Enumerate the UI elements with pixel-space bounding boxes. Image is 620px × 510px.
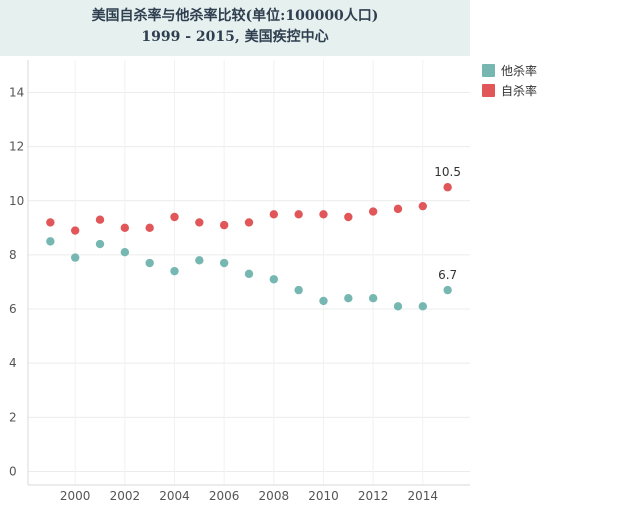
x-tick-label: 2004 (159, 489, 190, 503)
data-point-homicide[interactable] (220, 259, 228, 267)
data-point-suicide[interactable] (46, 218, 54, 226)
data-point-suicide[interactable] (195, 218, 203, 226)
data-point-suicide[interactable] (245, 218, 253, 226)
data-point-homicide[interactable] (71, 253, 79, 261)
data-point-suicide[interactable] (121, 224, 129, 232)
y-tick-label: 12 (9, 140, 24, 154)
data-labels: 6.7 10.5 (434, 165, 461, 282)
data-point-homicide[interactable] (96, 240, 104, 248)
data-point-suicide[interactable] (319, 210, 327, 218)
data-point-homicide[interactable] (344, 294, 352, 302)
y-tick-label: 10 (9, 194, 24, 208)
y-tick-label: 0 (9, 464, 17, 478)
data-point-suicide[interactable] (294, 210, 302, 218)
legend-item-suicide[interactable]: 自杀率 (482, 80, 612, 100)
data-point-homicide[interactable] (245, 270, 253, 278)
axes: 0 2 4 6 8 10 12 14 2000 2002 2004 2006 2008 2010 2012 2… (9, 60, 470, 503)
data-point-homicide[interactable] (46, 237, 54, 245)
x-tick-label: 2008 (259, 489, 290, 503)
y-tick-label: 14 (9, 85, 24, 99)
data-point-suicide[interactable] (394, 205, 402, 213)
data-point-homicide[interactable] (195, 256, 203, 264)
data-point-suicide[interactable] (170, 213, 178, 221)
data-point-suicide[interactable] (220, 221, 228, 229)
legend: 他杀率 自杀率 (482, 60, 612, 100)
data-point-homicide[interactable] (419, 302, 427, 310)
data-point-suicide[interactable] (96, 216, 104, 224)
y-tick-label: 4 (9, 356, 17, 370)
data-point-homicide[interactable] (270, 275, 278, 283)
y-tick-label: 8 (9, 248, 17, 262)
legend-swatch-homicide (482, 64, 495, 77)
legend-item-homicide[interactable]: 他杀率 (482, 60, 612, 80)
x-tick-label: 2014 (408, 489, 439, 503)
legend-swatch-suicide (482, 84, 495, 97)
x-tick-label: 2002 (110, 489, 141, 503)
data-point-suicide[interactable] (270, 210, 278, 218)
data-point-suicide[interactable] (145, 224, 153, 232)
data-label-suicide: 10.5 (434, 165, 461, 179)
data-point-suicide[interactable] (369, 207, 377, 215)
data-point-suicide[interactable] (344, 213, 352, 221)
x-tick-label: 2000 (60, 489, 91, 503)
data-point-suicide[interactable] (71, 226, 79, 234)
data-point-homicide[interactable] (294, 286, 302, 294)
data-point-homicide[interactable] (145, 259, 153, 267)
x-tick-label: 2012 (358, 489, 389, 503)
data-point-homicide[interactable] (319, 297, 327, 305)
data-point-homicide[interactable] (443, 286, 451, 294)
x-tick-label: 2010 (308, 489, 339, 503)
legend-label-homicide: 他杀率 (501, 62, 537, 79)
x-tick-label: 2006 (209, 489, 240, 503)
legend-label-suicide: 自杀率 (501, 82, 537, 99)
data-point-homicide[interactable] (121, 248, 129, 256)
data-point-homicide[interactable] (394, 302, 402, 310)
data-point-suicide[interactable] (443, 183, 451, 191)
y-tick-label: 6 (9, 302, 17, 316)
data-point-homicide[interactable] (369, 294, 377, 302)
data-label-homicide: 6.7 (438, 268, 457, 282)
data-point-homicide[interactable] (170, 267, 178, 275)
data-points (46, 183, 452, 311)
data-point-suicide[interactable] (419, 202, 427, 210)
y-tick-label: 2 (9, 410, 17, 424)
